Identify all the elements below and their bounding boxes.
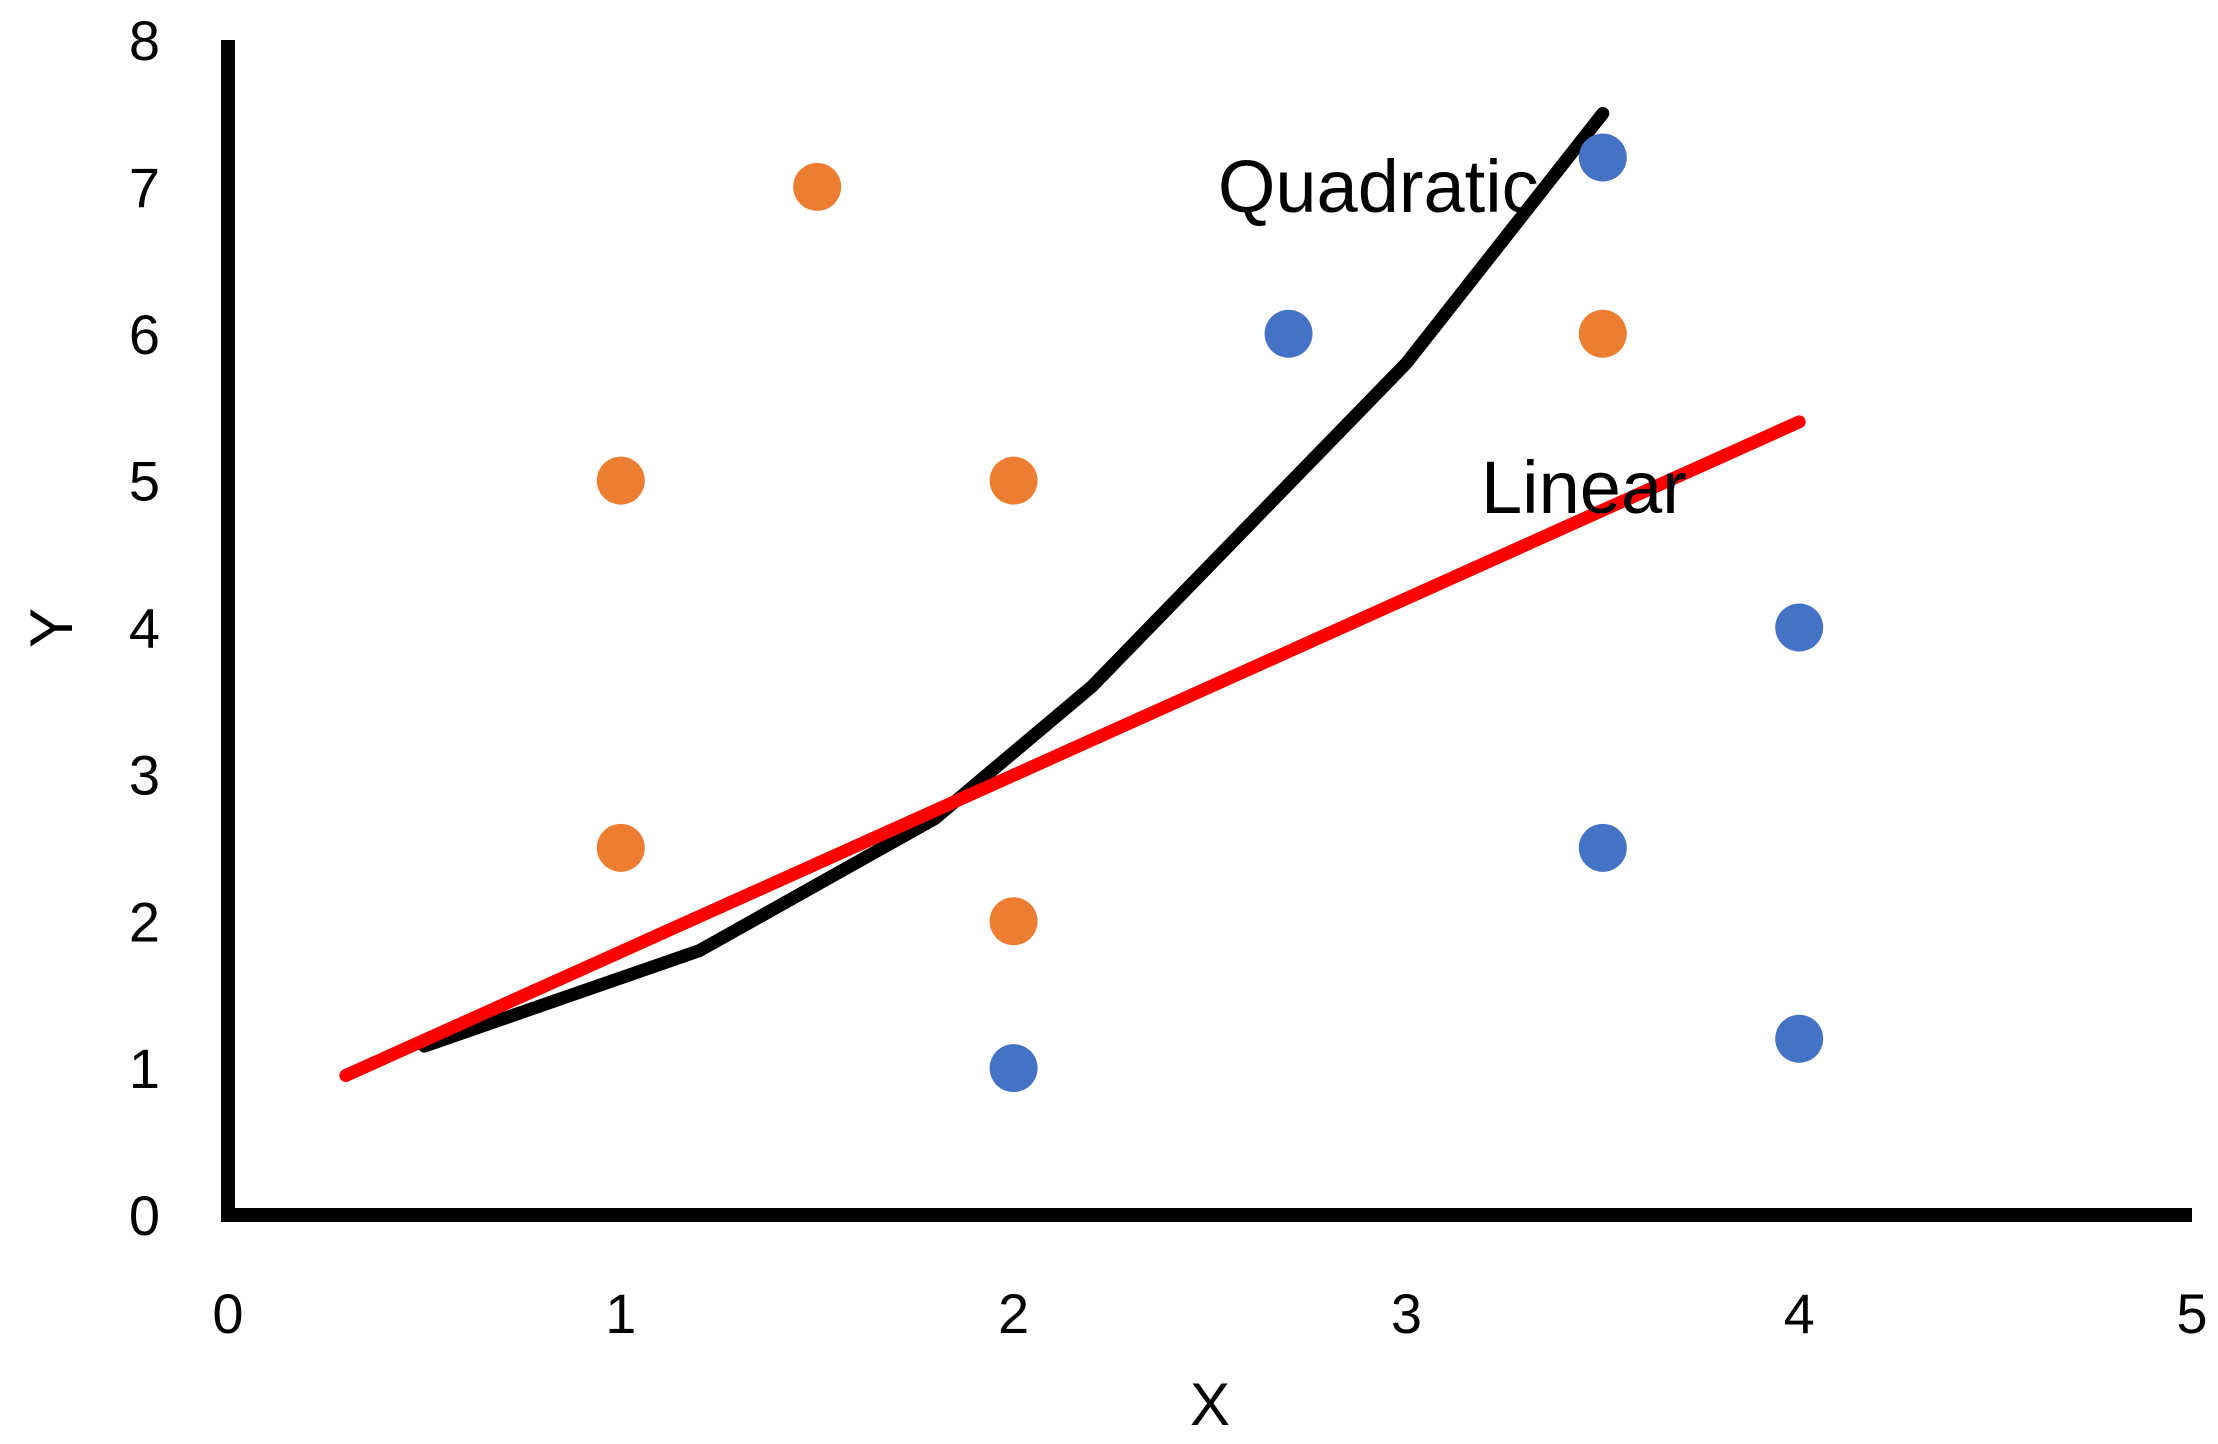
y-tick-label: 8 (129, 9, 160, 72)
data-point (1578, 133, 1627, 182)
axes (221, 40, 2192, 1222)
y-tick-label: 1 (129, 1037, 160, 1100)
x-axis-title: X (1190, 1371, 1230, 1438)
data-point (1578, 309, 1627, 358)
annotation-label: Linear (1481, 446, 1687, 529)
x-tick-label: 1 (605, 1282, 636, 1345)
y-tick-label: 6 (129, 303, 160, 366)
x-tick-label: 3 (1391, 1282, 1422, 1345)
data-point (1264, 309, 1313, 358)
x-tick-label: 5 (2176, 1282, 2207, 1345)
data-point (596, 823, 645, 872)
data-point (989, 1044, 1038, 1093)
series-line (339, 415, 1806, 1082)
y-axis-title: Y (18, 608, 85, 648)
x-tick-label: 0 (212, 1282, 243, 1345)
x-tick-labels: 0 1 2 3 4 5 (212, 1282, 2207, 1345)
y-tick-label: 7 (129, 156, 160, 219)
data-points (596, 133, 1824, 1093)
annotation-label: Quadratic (1218, 145, 1539, 228)
series-line (417, 106, 1610, 1053)
annotations: Quadratic Linear (1218, 145, 1687, 529)
data-point (1578, 823, 1627, 872)
data-point (1775, 603, 1824, 652)
data-point (793, 162, 842, 211)
x-tick-label: 2 (998, 1282, 1029, 1345)
data-point (596, 456, 645, 505)
x-tick-label: 4 (1784, 1282, 1815, 1345)
y-tick-label: 3 (129, 743, 160, 806)
y-tick-label: 4 (129, 597, 160, 660)
data-point (989, 456, 1038, 505)
y-tick-label: 5 (129, 450, 160, 513)
y-tick-label: 2 (129, 890, 160, 953)
data-point (989, 897, 1038, 946)
fit-lines (339, 106, 1806, 1082)
y-tick-label: 0 (129, 1184, 160, 1247)
y-tick-labels: 0 1 2 3 4 5 6 7 8 (129, 9, 160, 1247)
data-point (1775, 1014, 1824, 1063)
